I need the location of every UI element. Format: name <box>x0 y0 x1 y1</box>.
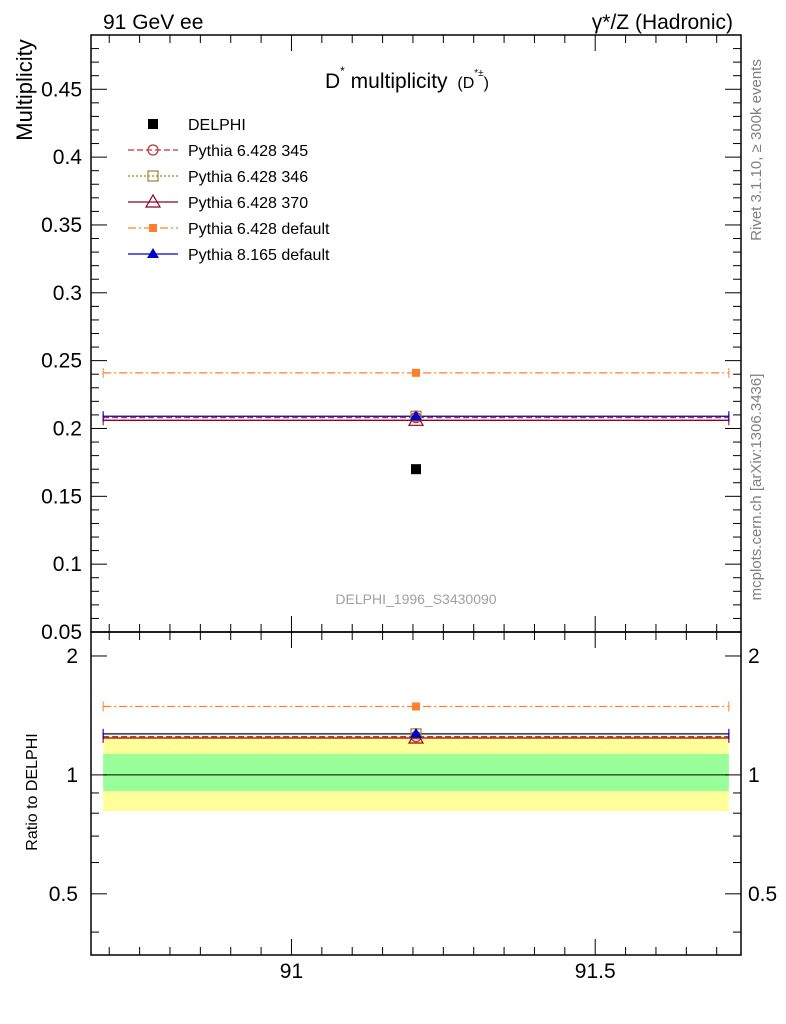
title-main-rest: multiplicity <box>345 70 448 93</box>
title-paren-sup: *± <box>474 68 484 79</box>
rivet-label: Rivet 3.1.10, ≥ 300k events <box>748 59 765 241</box>
x-tick-label: 91 <box>280 960 303 983</box>
y-tick-label-ratio-right: 0.5 <box>748 883 777 906</box>
y-tick-label-main: 0.3 <box>53 282 82 305</box>
y-tick-label-ratio: 1 <box>66 764 78 787</box>
title-paren-open: (D <box>457 75 474 92</box>
legend-marker-pythia-6-428-default <box>149 224 157 232</box>
y-tick-label-main: 0.25 <box>41 350 82 373</box>
x-tick-label: 91.5 <box>575 960 616 983</box>
ratio-panel-frame <box>90 631 742 956</box>
energy-label: 91 GeV ee <box>103 11 203 34</box>
legend-label-pythia-6-428-346: Pythia 6.428 346 <box>188 169 308 186</box>
y-tick-label-main: 0.15 <box>41 485 82 508</box>
title-main: D <box>325 70 340 93</box>
legend-marker-delphi <box>148 119 158 129</box>
title-main-sup: * <box>340 64 345 78</box>
axis-ticks <box>91 34 741 955</box>
y-tick-label-main: 0.45 <box>41 78 82 101</box>
legend-marker-pythia-6-428-370 <box>144 193 162 208</box>
legend-label-pythia-6-428-default: Pythia 6.428 default <box>188 221 330 238</box>
y-tick-label-ratio: 0.5 <box>49 883 78 906</box>
y-tick-label-main: 0.4 <box>53 146 83 169</box>
legend: DELPHI Pythia 6.428 345 Pythia 6.428 346 Py… <box>128 117 330 264</box>
analysis-label: DELPHI_1996_S3430090 <box>335 591 496 607</box>
ratio-marker-pythia-8-165-default <box>410 727 422 738</box>
y-axis-title-main: Multiplicity <box>12 39 37 140</box>
legend-label-pythia-6-428-370: Pythia 6.428 370 <box>188 195 308 212</box>
y-tick-label-main: 0.05 <box>41 621 82 644</box>
ratio-uncertainty-bands <box>103 733 729 812</box>
y-tick-label-main: 0.35 <box>41 214 82 237</box>
ratio-band-inner <box>103 753 729 792</box>
legend-label-pythia-6-428-345: Pythia 6.428 345 <box>188 143 308 160</box>
series-lines <box>102 367 730 743</box>
svg-text:D* multiplicity (D*±): D* multiplicity (D*±) <box>325 64 489 93</box>
series-markers <box>407 368 425 744</box>
main-marker-delphi <box>411 464 421 475</box>
y-axis-title-ratio: Ratio to DELPHI <box>24 733 41 850</box>
main-marker-pythia-8-165-default <box>410 410 422 421</box>
y-tick-label-ratio: 2 <box>66 645 78 668</box>
legend-marker-pythia-6-428-345 <box>147 144 159 156</box>
y-tick-label-ratio-right: 1 <box>748 764 760 787</box>
legend-marker-pythia-8-165-default <box>147 248 159 258</box>
title-paren-close: ) <box>484 75 489 92</box>
main-marker-pythia-6-428-default <box>412 368 420 377</box>
y-tick-label-main: 0.2 <box>53 417 82 440</box>
legend-label-pythia-8-165-default: Pythia 8.165 default <box>188 247 330 264</box>
ratio-marker-pythia-6-428-default <box>412 702 420 711</box>
legend-marker-pythia-6-428-346 <box>147 170 159 182</box>
chart-title: D* multiplicity (D*±) <box>325 64 489 93</box>
mcplots-label: mcplots.cern.ch [arXiv:1306.3436] <box>748 374 765 601</box>
tick-labels: 91 91.5 0.05 0.1 0.15 0.2 0.25 0.3 0.35 0.4 0.45 0.… <box>41 78 777 983</box>
y-tick-label-main: 0.1 <box>53 553 82 576</box>
y-tick-label-ratio-right: 2 <box>748 645 760 668</box>
process-label: γ*/Z (Hadronic) <box>592 11 733 34</box>
legend-label-delphi: DELPHI <box>188 117 246 134</box>
